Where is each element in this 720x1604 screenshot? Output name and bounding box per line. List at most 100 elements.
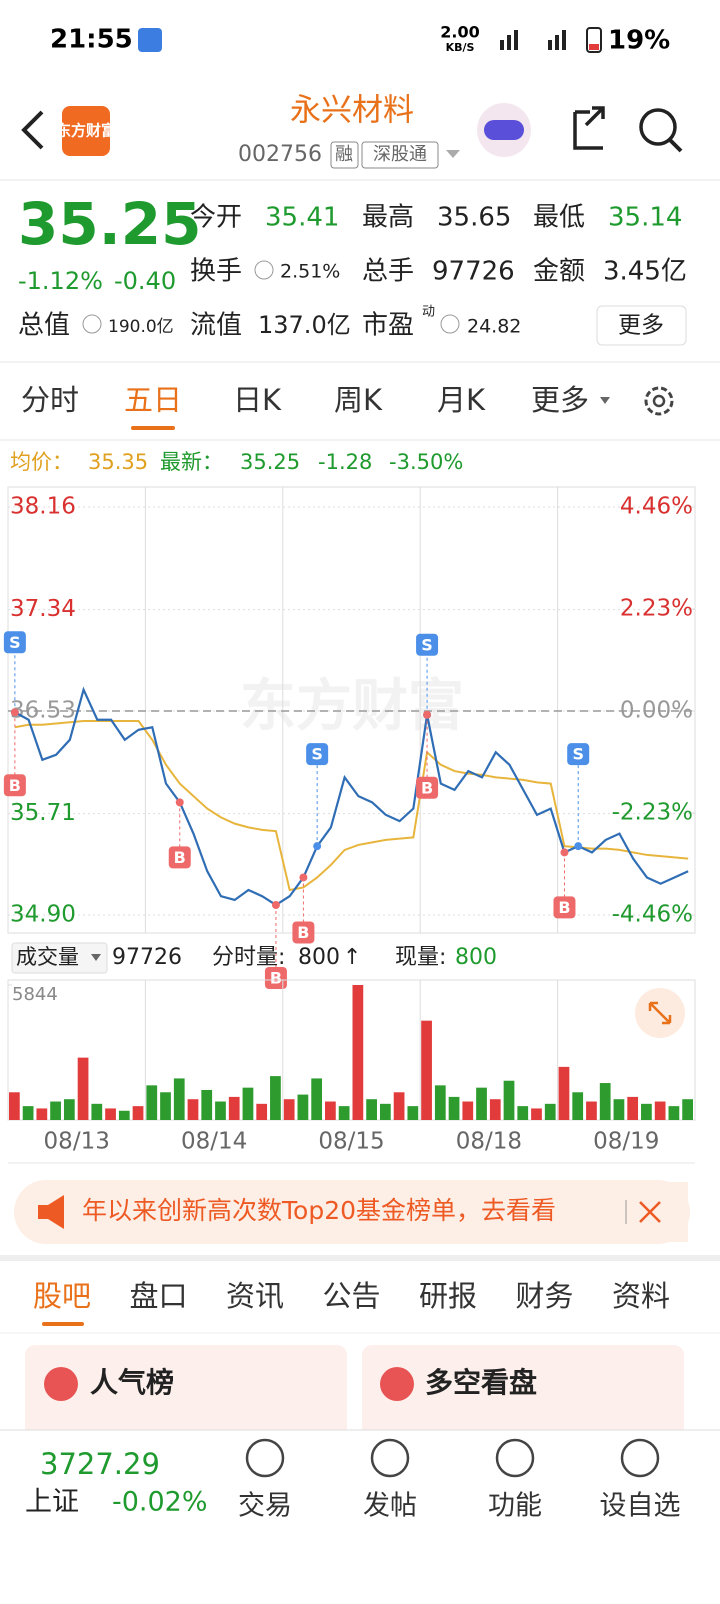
nav-icon: [245, 1438, 285, 1478]
volume-bar: [9, 1092, 20, 1120]
tab[interactable]: 更多: [531, 383, 589, 417]
volume-bar: [558, 1066, 570, 1120]
volume-bar: [160, 1092, 171, 1120]
volume-bar: [201, 1089, 213, 1120]
latest-label: 最新：: [160, 450, 223, 474]
battery-level: [589, 44, 599, 50]
banner-close[interactable]: [639, 1201, 661, 1223]
volume-bar: [613, 1099, 625, 1120]
section-tab[interactable]: 公告: [322, 1279, 380, 1313]
dropdown[interactable]: [446, 150, 460, 158]
volume-bar: [448, 1096, 460, 1120]
y-tick-label: 35.71: [10, 800, 76, 826]
share[interactable]: [573, 106, 605, 150]
volume-bar: [572, 1092, 584, 1120]
time: 21:55: [50, 25, 133, 55]
latest-pct: -3.50%: [389, 450, 463, 474]
volume-bar: [338, 1106, 350, 1120]
volume-bar: [77, 1057, 89, 1120]
x-tick-label: 08/14: [181, 1129, 247, 1155]
tab[interactable]: 周K: [334, 383, 383, 417]
field-value: 97726: [432, 257, 515, 287]
marker-dot: [271, 900, 280, 909]
tab[interactable]: 五日: [124, 383, 182, 417]
volume-bar: [105, 1108, 116, 1120]
nav-icon: [370, 1438, 410, 1478]
nav-item[interactable]: 发帖: [363, 1491, 417, 1522]
volume-bar: [270, 1076, 281, 1120]
volume-bar: [379, 1103, 391, 1120]
volume-select[interactable]: [11, 942, 108, 974]
tab[interactable]: 日K: [233, 383, 282, 417]
net-speed: 2.00: [440, 23, 479, 42]
price: 35.25: [18, 190, 201, 258]
card[interactable]: [25, 1345, 347, 1445]
volume-bar: [63, 1099, 75, 1120]
volume-bar: [187, 1099, 199, 1120]
nav-item[interactable]: 功能: [488, 1491, 542, 1522]
trade-marker: B: [292, 873, 315, 944]
volume-bar: [517, 1106, 529, 1120]
section-tab[interactable]: 资料: [612, 1279, 670, 1313]
settings-core: [652, 394, 666, 408]
stock-code: 002756: [238, 142, 322, 167]
section-tab[interactable]: 股吧: [33, 1279, 91, 1313]
volume-bar: [22, 1106, 34, 1120]
section-tab[interactable]: 盘口: [129, 1279, 187, 1313]
trade-marker: S: [567, 743, 590, 851]
field-label: 总值: [18, 311, 70, 341]
logo[interactable]: [62, 106, 110, 156]
marker-label: B: [558, 898, 570, 917]
eye-icon[interactable]: [82, 314, 102, 334]
volume-bar: [476, 1087, 487, 1120]
trade-marker: B: [168, 798, 191, 869]
y2-tick-label: 4.46%: [620, 494, 693, 520]
settings[interactable]: [644, 386, 674, 416]
marker-label: B: [421, 778, 433, 797]
nav-item[interactable]: 设自选: [600, 1491, 681, 1522]
volume-bar: [503, 1080, 515, 1120]
card[interactable]: [362, 1345, 684, 1445]
marker-label: B: [9, 776, 21, 795]
volume-bar: [311, 1078, 323, 1120]
y-tick-label: 34.90: [10, 902, 76, 928]
tab[interactable]: 分时: [21, 383, 79, 417]
eye-icon[interactable]: [254, 260, 274, 280]
marker-label: S: [9, 633, 21, 652]
search-handle: [668, 138, 683, 153]
field-label: 金额: [533, 257, 585, 287]
field-label: 最低: [533, 203, 585, 233]
volume-bar: [599, 1083, 611, 1120]
volume-bar: [352, 985, 364, 1120]
y-tick-label: 5844: [12, 984, 58, 1005]
volume-dropdown: [91, 954, 101, 961]
trade-marker: B: [3, 708, 26, 797]
section-tab[interactable]: 研报: [419, 1279, 477, 1313]
section-tab[interactable]: 资讯: [226, 1279, 284, 1313]
section-tab[interactable]: 财务: [515, 1279, 573, 1313]
volume-bar: [242, 1087, 254, 1120]
back[interactable]: [21, 110, 44, 150]
tag: 融: [335, 144, 353, 165]
y-tick-label: 38.16: [10, 494, 76, 520]
marker-badge: [292, 921, 315, 944]
marker-dot: [175, 798, 184, 807]
eye-icon[interactable]: [440, 314, 460, 334]
card-icon: [380, 1367, 414, 1401]
marker-dot: [574, 842, 583, 851]
marker-badge: [168, 846, 191, 869]
megaphone: [38, 1195, 64, 1229]
x-tick-label: 08/13: [44, 1129, 110, 1155]
tab[interactable]: 月K: [437, 383, 486, 417]
nav-item[interactable]: 交易: [238, 1491, 292, 1522]
more-button[interactable]: [596, 305, 687, 346]
bottom-nav: [0, 1430, 720, 1604]
volume-bar: [407, 1106, 419, 1120]
marker-dot: [299, 873, 308, 882]
trade-marker: B: [553, 848, 576, 919]
banner[interactable]: [14, 1180, 690, 1244]
volume-bar: [627, 1096, 639, 1120]
search[interactable]: [639, 108, 677, 146]
volume-bar: [215, 1101, 226, 1120]
